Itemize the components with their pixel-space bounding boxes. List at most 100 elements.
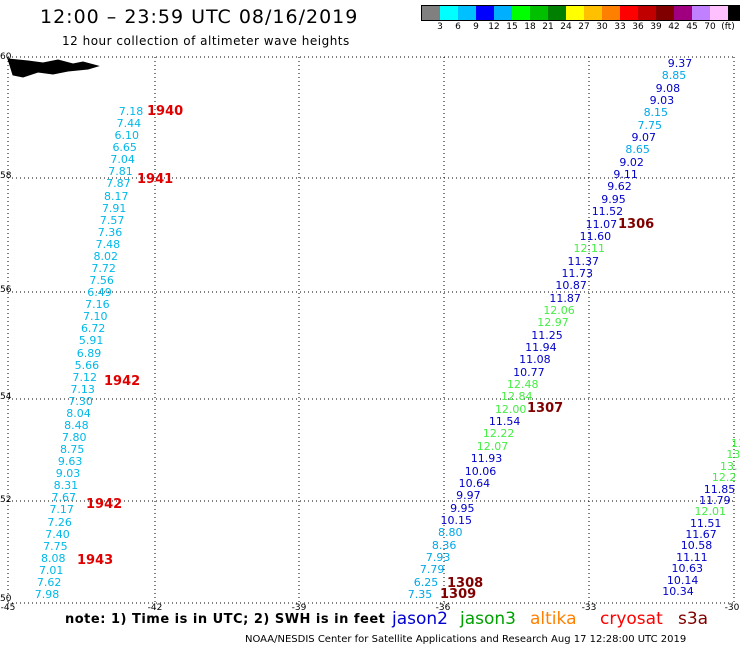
lat-tick-54: 54 [0, 392, 12, 402]
wave-height-west: 8.31 [53, 479, 79, 493]
wave-height-east: 10.14 [666, 573, 699, 587]
page-subtitle: 12 hour collection of altimeter wave hei… [62, 34, 350, 48]
lon-tick-minus42: -42 [147, 603, 163, 613]
wave-height-center: 12.06 [543, 303, 575, 317]
wave-height-center: 11.37 [567, 254, 600, 268]
legend-swatch [602, 6, 620, 20]
wave-height-west: 7.13 [70, 382, 95, 396]
wave-height-west: 7.98 [34, 588, 60, 601]
wave-height-center: 9.95 [450, 501, 475, 515]
wave-height-center: 9.62 [607, 180, 632, 194]
legend-label: 24 [560, 22, 572, 32]
wave-height-center: 10.15 [440, 513, 473, 527]
legend-swatch [512, 6, 530, 20]
wave-height-west: 6.89 [76, 346, 102, 360]
wave-height-west: 9.03 [55, 467, 81, 481]
lon-tick-minus39: -39 [291, 603, 307, 613]
wave-height-west: 7.91 [101, 201, 127, 215]
wave-height-center: 11.87 [549, 291, 581, 305]
wave-height-west: 7.36 [97, 225, 123, 239]
wave-height-center: 12.84 [500, 390, 533, 404]
wave-height-west: 7.81 [108, 165, 133, 179]
pass-time-label: 1942 [86, 497, 123, 512]
legend-swatch [494, 6, 512, 20]
legend-label: 30 [596, 22, 608, 32]
wave-height-center: 9.08 [655, 81, 681, 95]
sat-s3a: s3a [678, 609, 709, 629]
wave-height-west: 6.72 [80, 322, 106, 336]
footer-note: note: 1) Time is in UTC; 2) SWH is in fe… [65, 612, 386, 627]
wave-height-center: 6.25 [413, 575, 439, 589]
wave-height-east: 13 [731, 437, 740, 450]
wave-height-west: 6.49 [87, 286, 112, 300]
wave-height-east: 13. [720, 459, 738, 473]
legend-label: 27 [578, 22, 590, 32]
legend-label: 15 [506, 22, 518, 32]
legend-label: 45 [686, 22, 698, 32]
wave-height-west: 6.65 [112, 141, 137, 155]
wave-height-center: 7.75 [637, 118, 663, 132]
wave-height-center: 9.37 [667, 57, 693, 70]
lon-tick-minus45: -45 [0, 603, 16, 613]
wave-height-west: 5.91 [78, 334, 104, 348]
legend-swatch [584, 6, 602, 20]
wave-height-center: 11.52 [591, 205, 624, 219]
wave-height-west: 9.63 [57, 455, 83, 469]
legend-swatch [620, 6, 638, 20]
wave-height-center: 12.00 [494, 402, 527, 416]
wave-height-center: 11.08 [519, 353, 551, 367]
sat-jason3: jason3 [460, 609, 516, 629]
legend-label: 21 [542, 22, 554, 32]
wave-height-west: 7.57 [99, 213, 125, 227]
wave-height-west: 7.30 [68, 394, 93, 408]
wave-height-center: 8.65 [625, 143, 650, 157]
wave-height-center: 9.03 [649, 94, 675, 108]
wave-height-center: 11.93 [470, 452, 503, 466]
legend-label: 3 [437, 22, 443, 32]
wave-height-west: 7.48 [95, 237, 121, 251]
wave-height-center: 12.97 [537, 316, 569, 330]
legend-label: 18 [524, 22, 536, 32]
legend-swatch [458, 6, 476, 20]
wave-height-center: 12.48 [507, 378, 539, 392]
wave-height-west: 7.80 [62, 431, 87, 445]
wave-height-west: 8.04 [66, 406, 91, 420]
wave-height-center: 11.60 [579, 229, 612, 243]
sat-jason2: jason2 [392, 609, 448, 629]
pass-time-label: 1306 [618, 217, 655, 232]
pass-time-label: 1307 [527, 401, 564, 416]
legend-label: 33 [614, 22, 626, 32]
wave-height-east: 10.58 [680, 539, 713, 553]
wave-height-center: 8.15 [643, 106, 669, 120]
legend-swatch [656, 6, 674, 20]
wave-height-west: 8.48 [64, 418, 89, 432]
wave-height-center: 7.93 [425, 550, 451, 564]
pass-time-label: 1309 [440, 587, 477, 602]
legend-label: 12 [488, 22, 500, 32]
wave-height-east: 11.51 [689, 516, 722, 530]
wave-height-center: 11.54 [488, 415, 521, 429]
wave-height-center: 7.79 [419, 563, 445, 577]
legend-swatch [692, 6, 710, 20]
wave-height-west: 7.04 [110, 153, 135, 167]
lat-tick-52: 52 [0, 495, 12, 505]
wave-height-west: 8.02 [93, 249, 119, 263]
wave-height-east: 12.2 [711, 471, 737, 485]
wave-height-west: 5.66 [74, 358, 100, 372]
legend-swatch [440, 6, 458, 20]
wave-height-center: 7.35 [407, 588, 433, 601]
pass-time-label: 1941 [137, 172, 174, 187]
wave-height-west: 8.08 [41, 551, 66, 565]
wave-height-west: 7.17 [49, 503, 74, 517]
wave-height-west: 7.75 [43, 539, 68, 553]
wave-height-west: 7.18 [118, 105, 144, 118]
legend-label: 6 [455, 22, 461, 32]
wave-height-center: 10.77 [513, 365, 545, 379]
pass-time-label: 1942 [104, 374, 141, 389]
wave-height-center: 8.36 [431, 538, 457, 552]
legend-label: 70 [704, 22, 716, 32]
wave-height-center: 11.07 [585, 217, 618, 231]
pass-time-label: 1308 [447, 576, 484, 591]
wave-height-center: 11.25 [531, 328, 563, 342]
legend-label: 36 [632, 22, 644, 32]
